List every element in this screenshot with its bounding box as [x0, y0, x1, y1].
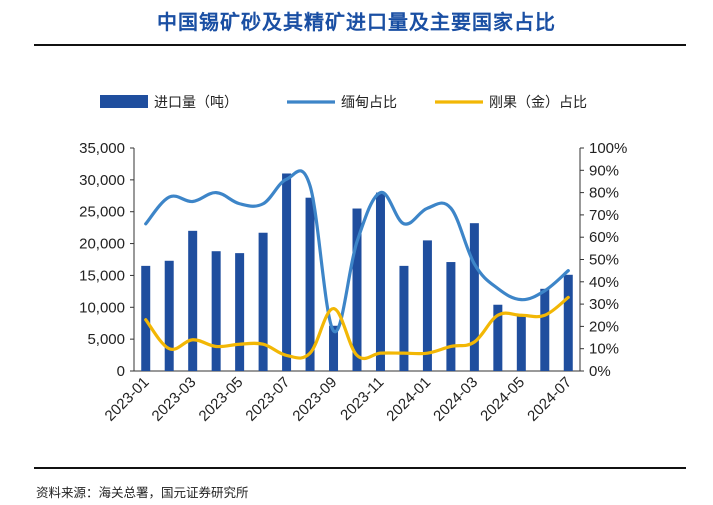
myanmar-share-line	[144, 169, 570, 334]
right-tick-label: 20%	[589, 318, 619, 335]
right-tick-label: 30%	[589, 296, 619, 313]
bar	[469, 223, 479, 371]
bar	[563, 274, 573, 371]
left-tick-label: 35,000	[79, 140, 125, 157]
x-tick-label: 2024-05	[477, 374, 528, 425]
line-series	[144, 169, 570, 361]
legend-label: 刚果（金）占比	[489, 94, 587, 110]
left-tick-label: 30,000	[79, 172, 125, 189]
left-tick-label: 0	[117, 363, 125, 380]
bar	[164, 260, 174, 371]
right-tick-label: 50%	[589, 252, 619, 269]
x-tick-label: 2023-11	[337, 374, 387, 424]
right-tick-label: 90%	[589, 162, 619, 179]
bar	[329, 325, 339, 371]
source-note: 资料来源：海关总署，国元证券研究所	[36, 485, 249, 500]
bar	[493, 304, 503, 371]
x-tick-label: 2023-05	[196, 374, 247, 425]
bar-series	[141, 173, 573, 371]
x-tick-label: 2023-03	[149, 374, 200, 425]
bar	[211, 251, 221, 371]
x-tick-label: 2024-01	[383, 374, 434, 425]
legend-label: 进口量（吨）	[154, 94, 238, 110]
right-tick-label: 60%	[589, 229, 619, 246]
axes: 0 5,000 10,000 15,000 20,000 25,000 30,000 35,0…	[79, 140, 627, 380]
bar	[516, 314, 526, 371]
right-tick-label: 40%	[589, 274, 619, 291]
drc-share-line	[144, 295, 570, 361]
bar	[540, 288, 550, 371]
x-tick-label: 2023-09	[289, 374, 340, 425]
bottom-rule	[34, 467, 686, 469]
left-tick-label: 20,000	[79, 236, 125, 253]
right-tick-label: 0%	[589, 363, 611, 380]
left-tick-label: 5,000	[87, 331, 125, 348]
x-axis-ticks: 2023-012023-032023-052023-072023-092023-…	[102, 374, 575, 425]
bar	[446, 262, 456, 371]
x-tick-label: 2023-01	[102, 374, 153, 425]
x-tick-label: 2023-07	[242, 374, 293, 425]
x-tick-label: 2024-03	[430, 374, 481, 425]
left-tick-label: 25,000	[79, 204, 125, 221]
left-tick-label: 10,000	[79, 299, 125, 316]
right-tick-label: 80%	[589, 185, 619, 202]
top-rule	[34, 44, 686, 46]
legend-label: 缅甸占比	[341, 94, 397, 110]
chart-title: 中国锡矿砂及其精矿进口量及主要国家占比	[157, 10, 556, 34]
x-tick-label: 2024-07	[524, 374, 575, 425]
right-tick-label: 100%	[589, 140, 627, 157]
bar	[258, 232, 268, 371]
chart-area: 进口量（吨） 缅甸占比 刚果（金）占比 0 5,000 10,000 15,000 20,0…	[79, 94, 627, 425]
bar	[399, 265, 409, 371]
bar	[375, 192, 385, 371]
left-tick-label: 15,000	[79, 267, 125, 284]
bar	[352, 208, 362, 371]
bar	[305, 197, 315, 371]
bar	[235, 253, 245, 371]
right-tick-label: 70%	[589, 207, 619, 224]
bar	[188, 230, 198, 371]
bar	[422, 240, 432, 371]
legend-swatch-bar	[100, 95, 148, 108]
bar	[282, 173, 292, 371]
right-tick-label: 10%	[589, 341, 619, 358]
legend: 进口量（吨） 缅甸占比 刚果（金）占比	[100, 94, 587, 110]
